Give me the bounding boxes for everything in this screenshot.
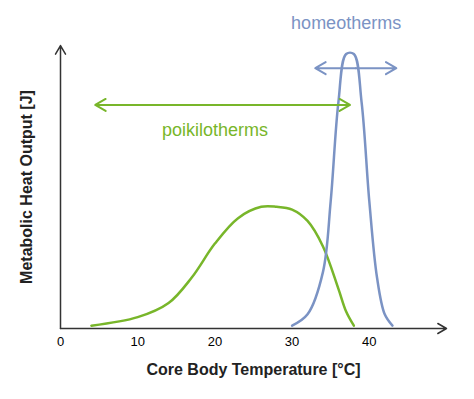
svg-text:40: 40: [362, 334, 376, 349]
svg-text:10: 10: [130, 334, 144, 349]
svg-text:0: 0: [57, 334, 64, 349]
svg-text:homeotherms: homeotherms: [291, 13, 401, 33]
svg-text:poikilotherms: poikilotherms: [162, 120, 268, 140]
svg-text:Core Body Temperature [°C]: Core Body Temperature [°C]: [146, 361, 360, 378]
svg-text:Metabolic Heat Output [J]: Metabolic Heat Output [J]: [18, 90, 35, 284]
svg-text:20: 20: [208, 334, 222, 349]
svg-text:30: 30: [285, 334, 299, 349]
